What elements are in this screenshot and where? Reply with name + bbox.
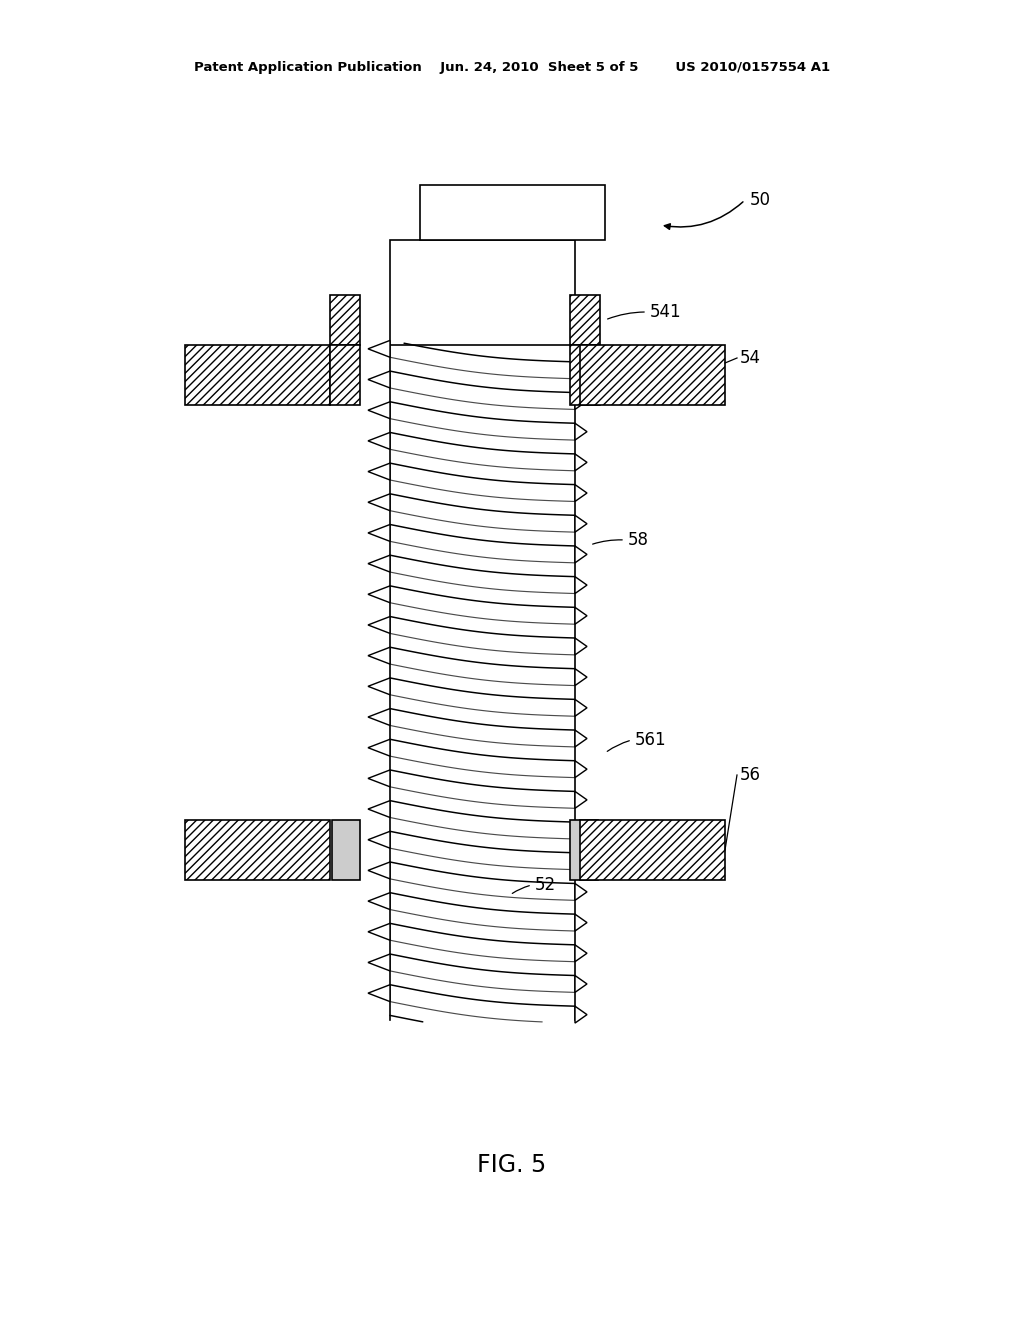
Polygon shape <box>368 801 390 817</box>
Polygon shape <box>575 362 587 379</box>
Text: 541: 541 <box>650 304 682 321</box>
Bar <box>570 294 600 345</box>
Polygon shape <box>368 770 390 787</box>
Polygon shape <box>368 862 390 879</box>
Polygon shape <box>575 700 587 717</box>
Polygon shape <box>575 454 587 471</box>
Polygon shape <box>368 985 390 1002</box>
Polygon shape <box>368 709 390 726</box>
Polygon shape <box>575 883 587 900</box>
Polygon shape <box>575 760 587 777</box>
Bar <box>332 820 360 880</box>
Polygon shape <box>575 822 587 840</box>
Polygon shape <box>575 484 587 502</box>
Polygon shape <box>368 616 390 634</box>
Text: 56: 56 <box>740 766 761 784</box>
Bar <box>185 345 330 405</box>
Polygon shape <box>575 546 587 562</box>
Polygon shape <box>575 577 587 594</box>
Bar <box>390 345 575 1020</box>
Bar <box>390 240 575 345</box>
Polygon shape <box>368 739 390 756</box>
Text: 58: 58 <box>628 531 649 549</box>
Bar <box>330 294 360 345</box>
Bar <box>185 820 330 880</box>
Polygon shape <box>575 669 587 685</box>
Polygon shape <box>368 401 390 418</box>
Polygon shape <box>368 433 390 449</box>
Polygon shape <box>368 647 390 664</box>
Polygon shape <box>575 515 587 532</box>
Polygon shape <box>575 607 587 624</box>
Polygon shape <box>368 341 390 358</box>
Bar <box>570 345 600 405</box>
Polygon shape <box>368 494 390 511</box>
Polygon shape <box>368 678 390 694</box>
Polygon shape <box>368 954 390 972</box>
Polygon shape <box>368 556 390 572</box>
Polygon shape <box>575 424 587 440</box>
Polygon shape <box>368 832 390 849</box>
Polygon shape <box>575 392 587 409</box>
Polygon shape <box>368 892 390 909</box>
Polygon shape <box>368 586 390 603</box>
Polygon shape <box>368 524 390 541</box>
Text: 54: 54 <box>740 348 761 367</box>
Polygon shape <box>575 730 587 747</box>
Polygon shape <box>575 638 587 655</box>
Polygon shape <box>368 924 390 940</box>
Bar <box>580 345 725 405</box>
Polygon shape <box>575 915 587 931</box>
Polygon shape <box>575 792 587 808</box>
Polygon shape <box>368 463 390 480</box>
Text: 52: 52 <box>535 876 556 894</box>
Polygon shape <box>575 945 587 962</box>
Text: 50: 50 <box>750 191 771 209</box>
Bar <box>420 185 605 240</box>
Bar <box>580 820 725 880</box>
Text: Patent Application Publication    Jun. 24, 2010  Sheet 5 of 5        US 2010/015: Patent Application Publication Jun. 24, … <box>194 62 830 74</box>
Bar <box>330 345 360 405</box>
Polygon shape <box>368 371 390 388</box>
Text: FIG. 5: FIG. 5 <box>477 1152 547 1177</box>
Text: 561: 561 <box>635 731 667 748</box>
Polygon shape <box>575 853 587 870</box>
Polygon shape <box>575 1006 587 1023</box>
Bar <box>570 820 598 880</box>
Polygon shape <box>575 975 587 993</box>
